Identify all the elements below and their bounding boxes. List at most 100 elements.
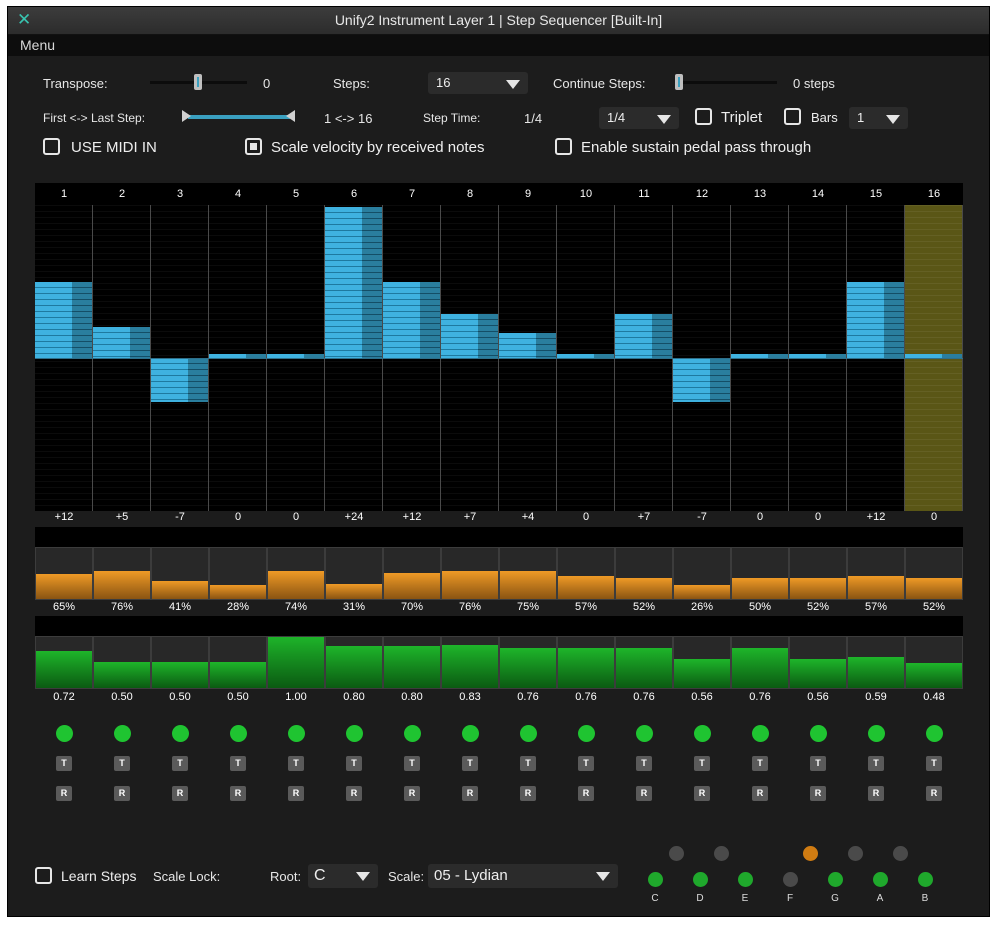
tie-button[interactable]: T <box>926 756 942 771</box>
last-step-handle[interactable] <box>286 110 295 122</box>
step-enable-toggle[interactable] <box>404 725 421 742</box>
step-enable-toggle[interactable] <box>346 725 363 742</box>
reset-button[interactable]: R <box>230 786 246 801</box>
reset-button[interactable]: R <box>578 786 594 801</box>
reset-button[interactable]: R <box>752 786 768 801</box>
reset-button[interactable]: R <box>462 786 478 801</box>
first-step-handle[interactable] <box>182 110 191 122</box>
learn-steps-checkbox[interactable] <box>35 867 52 884</box>
step-enable-toggle[interactable] <box>578 725 595 742</box>
step-time-dropdown[interactable]: 1/4 <box>599 107 679 129</box>
tie-button[interactable]: T <box>172 756 188 771</box>
step-enable-toggle[interactable] <box>230 725 247 742</box>
gate-column[interactable] <box>441 636 499 689</box>
step-enable-toggle[interactable] <box>752 725 769 742</box>
reset-button[interactable]: R <box>288 786 304 801</box>
gate-column[interactable] <box>905 636 963 689</box>
triplet-checkbox[interactable] <box>695 108 712 125</box>
velocity-column[interactable] <box>35 547 93 600</box>
key-sharp[interactable] <box>669 846 684 861</box>
gate-column[interactable] <box>325 636 383 689</box>
step-enable-toggle[interactable] <box>636 725 653 742</box>
reset-button[interactable]: R <box>114 786 130 801</box>
steps-dropdown[interactable]: 16 <box>428 72 528 94</box>
key-sharp[interactable] <box>893 846 908 861</box>
step-enable-toggle[interactable] <box>810 725 827 742</box>
velocity-column[interactable] <box>789 547 847 600</box>
transpose-slider-thumb[interactable] <box>194 74 202 90</box>
tie-button[interactable]: T <box>56 756 72 771</box>
gate-column[interactable] <box>847 636 905 689</box>
reset-button[interactable]: R <box>926 786 942 801</box>
step-enable-toggle[interactable] <box>694 725 711 742</box>
velocity-column[interactable] <box>267 547 325 600</box>
velocity-column[interactable] <box>209 547 267 600</box>
reset-button[interactable]: R <box>694 786 710 801</box>
key-natural-g[interactable] <box>828 872 843 887</box>
tie-button[interactable]: T <box>636 756 652 771</box>
tie-button[interactable]: T <box>288 756 304 771</box>
tie-button[interactable]: T <box>520 756 536 771</box>
reset-button[interactable]: R <box>636 786 652 801</box>
velocity-column[interactable] <box>615 547 673 600</box>
gate-column[interactable] <box>731 636 789 689</box>
step-enable-toggle[interactable] <box>56 725 73 742</box>
key-natural-a[interactable] <box>873 872 888 887</box>
step-enable-toggle[interactable] <box>114 725 131 742</box>
bars-dropdown[interactable]: 1 <box>849 107 908 129</box>
reset-button[interactable]: R <box>810 786 826 801</box>
key-sharp[interactable] <box>803 846 818 861</box>
key-sharp[interactable] <box>714 846 729 861</box>
reset-button[interactable]: R <box>172 786 188 801</box>
scale-dropdown[interactable]: 05 - Lydian <box>428 864 618 888</box>
velocity-column[interactable] <box>383 547 441 600</box>
key-natural-d[interactable] <box>693 872 708 887</box>
velocity-editor[interactable] <box>35 547 963 600</box>
use-midi-in-checkbox[interactable] <box>43 138 60 155</box>
gate-column[interactable] <box>789 636 847 689</box>
bars-checkbox[interactable] <box>784 108 801 125</box>
reset-button[interactable]: R <box>56 786 72 801</box>
velocity-column[interactable] <box>731 547 789 600</box>
reset-button[interactable]: R <box>868 786 884 801</box>
step-enable-toggle[interactable] <box>462 725 479 742</box>
key-natural-e[interactable] <box>738 872 753 887</box>
velocity-column[interactable] <box>325 547 383 600</box>
key-sharp[interactable] <box>848 846 863 861</box>
gate-column[interactable] <box>383 636 441 689</box>
key-natural-c[interactable] <box>648 872 663 887</box>
tie-button[interactable]: T <box>404 756 420 771</box>
gate-column[interactable] <box>93 636 151 689</box>
tie-button[interactable]: T <box>810 756 826 771</box>
tie-button[interactable]: T <box>114 756 130 771</box>
tie-button[interactable]: T <box>230 756 246 771</box>
tie-button[interactable]: T <box>462 756 478 771</box>
key-natural-b[interactable] <box>918 872 933 887</box>
continue-steps-slider[interactable] <box>675 81 777 84</box>
sustain-pedal-checkbox[interactable] <box>555 138 572 155</box>
gate-column[interactable] <box>151 636 209 689</box>
tie-button[interactable]: T <box>578 756 594 771</box>
gate-column[interactable] <box>615 636 673 689</box>
gate-editor[interactable] <box>35 636 963 689</box>
velocity-column[interactable] <box>151 547 209 600</box>
gate-column[interactable] <box>267 636 325 689</box>
gate-column[interactable] <box>209 636 267 689</box>
reset-button[interactable]: R <box>346 786 362 801</box>
reset-button[interactable]: R <box>520 786 536 801</box>
gate-column[interactable] <box>499 636 557 689</box>
step-enable-toggle[interactable] <box>520 725 537 742</box>
tie-button[interactable]: T <box>752 756 768 771</box>
velocity-column[interactable] <box>905 547 963 600</box>
step-enable-toggle[interactable] <box>288 725 305 742</box>
velocity-column[interactable] <box>673 547 731 600</box>
continue-steps-slider-thumb[interactable] <box>675 74 683 90</box>
pitch-editor[interactable] <box>35 205 963 511</box>
gate-column[interactable] <box>557 636 615 689</box>
tie-button[interactable]: T <box>346 756 362 771</box>
tie-button[interactable]: T <box>694 756 710 771</box>
reset-button[interactable]: R <box>404 786 420 801</box>
key-natural-f[interactable] <box>783 872 798 887</box>
step-enable-toggle[interactable] <box>868 725 885 742</box>
velocity-column[interactable] <box>847 547 905 600</box>
